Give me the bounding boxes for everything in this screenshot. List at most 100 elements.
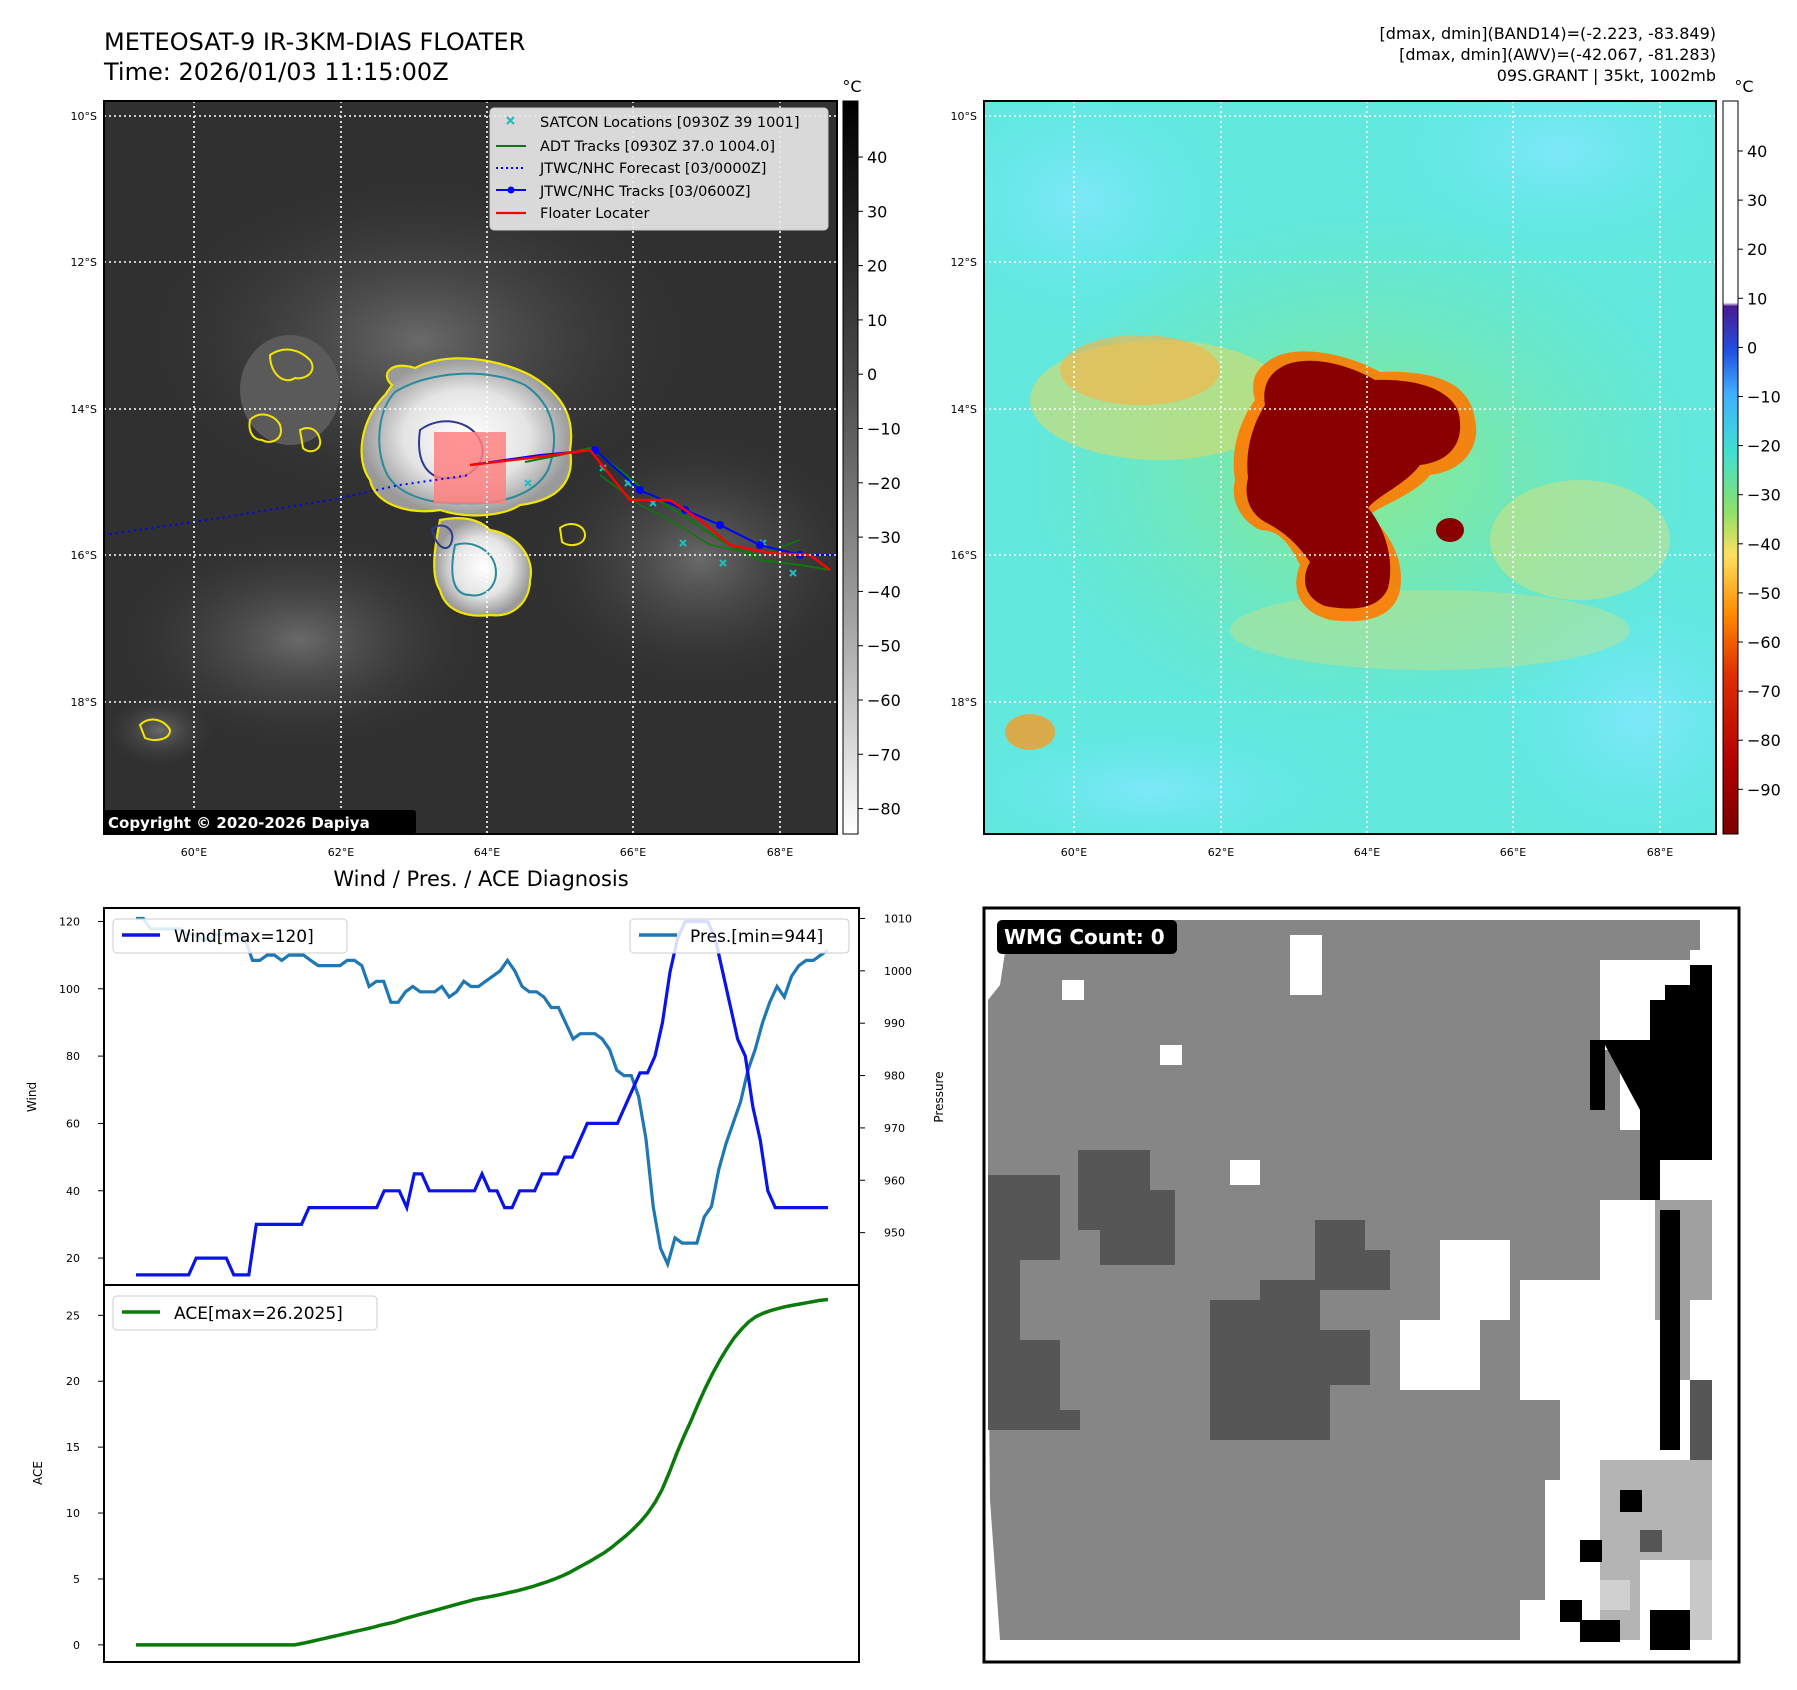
awv-gridlines xyxy=(984,101,1716,834)
ace-tick-label: 20 xyxy=(66,1375,80,1388)
dot-line-icon xyxy=(496,186,526,194)
awv-lon-label: 60°E xyxy=(1061,846,1087,859)
colorbar-tick-label: 10 xyxy=(1747,289,1767,308)
wind-tick-label: 40 xyxy=(66,1185,80,1198)
ace-series xyxy=(136,1297,829,1647)
colorbar-tick-label: −30 xyxy=(1747,486,1781,505)
awv-map-panel: 10°S 12°S 14°S 16°S 18°S 60°E 62°E 64°E … xyxy=(951,77,1781,859)
wind-tick-label: 120 xyxy=(59,915,80,928)
wind-pressure-axes xyxy=(103,907,860,1286)
ir-lat-label: 16°S xyxy=(71,549,97,562)
ir-lat-label: 18°S xyxy=(71,696,97,709)
diagnosis-panel: Wind / Pres. / ACE Diagnosis Wind Pressu… xyxy=(25,867,946,1663)
ir-lon-label: 60°E xyxy=(181,846,207,859)
pressure-axis-label: Pressure xyxy=(932,1071,946,1122)
awv-lon-label: 64°E xyxy=(1354,846,1380,859)
pressure-series xyxy=(136,916,829,1269)
ace-tick-label: 0 xyxy=(73,1639,80,1652)
awv-imagery xyxy=(984,101,1716,834)
wmg-count: WMG Count: 0 xyxy=(1004,925,1165,949)
colorbar-tick-label: −80 xyxy=(867,800,901,819)
pressure-tick-label: 950 xyxy=(884,1227,905,1240)
diagnosis-title: Wind / Pres. / ACE Diagnosis xyxy=(333,867,628,891)
awv-lat-label: 16°S xyxy=(951,549,977,562)
ir-lon-label: 64°E xyxy=(474,846,500,859)
wmg-panel: WMG Count: 0 xyxy=(982,906,1741,1664)
awv-lat-label: 14°S xyxy=(951,403,977,416)
pressure-tick-label: 960 xyxy=(884,1174,905,1187)
ir-lat-label: 14°S xyxy=(71,403,97,416)
awv-lon-label: 62°E xyxy=(1208,846,1234,859)
wind-tick-label: 100 xyxy=(59,983,80,996)
colorbar-tick-label: −10 xyxy=(867,420,901,439)
ace-axes xyxy=(103,1284,860,1663)
colorbar-tick-label: −90 xyxy=(1747,780,1781,799)
title-line1: METEOSAT-9 IR-3KM-DIAS FLOATER xyxy=(104,28,525,56)
wind-tick-label: 20 xyxy=(66,1252,80,1265)
dmax-awv: [dmax, dmin](AWV)=(-42.067, -81.283) xyxy=(1399,45,1716,64)
pressure-tick-label: 980 xyxy=(884,1070,905,1083)
floater-track xyxy=(469,448,831,571)
forecast-track xyxy=(104,474,471,536)
floater-box xyxy=(434,432,506,504)
colorbar-tick-label: −40 xyxy=(1747,535,1781,554)
copyright: Copyright © 2020-2026 Dapiya xyxy=(108,814,370,832)
colorbar-tick-label: −60 xyxy=(867,691,901,710)
awv-lon-label: 66°E xyxy=(1500,846,1526,859)
colorbar-tick-label: −20 xyxy=(867,474,901,493)
ace-legend-label: ACE[max=26.2025] xyxy=(174,1304,343,1324)
ir-legend: SATCON Locations [0930Z 39 1001] ADT Tra… xyxy=(489,107,829,231)
pressure-tick-label: 1010 xyxy=(884,912,912,925)
copyright-box xyxy=(104,810,416,834)
ace-legend: ACE[max=26.2025] xyxy=(112,1295,378,1331)
wmg-imagery xyxy=(988,920,1712,1650)
colorbar-tick-label: −20 xyxy=(1747,437,1781,456)
ace-tick-label: 10 xyxy=(66,1507,80,1520)
legend-satcon: SATCON Locations [0930Z 39 1001] xyxy=(540,115,799,131)
colorbar-tick-label: 20 xyxy=(1747,240,1767,259)
colorbar-tick-label: −70 xyxy=(867,745,901,764)
wind-axis-label: Wind xyxy=(25,1082,39,1112)
colorbar-tick-label: −80 xyxy=(1747,731,1781,750)
colorbar-tick-label: 0 xyxy=(1747,338,1757,357)
colorbar-tick-label: −10 xyxy=(1747,388,1781,407)
awv-lat-label: 12°S xyxy=(951,256,977,269)
wind-legend: Wind[max=120] xyxy=(112,918,348,954)
wmg-count-box xyxy=(997,920,1177,954)
dmax-band14: [dmax, dmin](BAND14)=(-2.223, -83.849) xyxy=(1380,24,1716,43)
awv-colorbar: °C 40 30 20 10 0 −10 −20 −30 −40 −50 −60 −70 −80 −90 xyxy=(1722,77,1781,835)
ir-lon-label: 66°E xyxy=(620,846,646,859)
colorbar-tick-label: −30 xyxy=(867,528,901,547)
pressure-tick-label: 970 xyxy=(884,1122,905,1135)
pressure-tick-label: 1000 xyxy=(884,965,912,978)
legend-forecast: JTWC/NHC Forecast [03/0000Z] xyxy=(539,161,766,177)
ir-colorbar: °C 40 30 20 10 0 −10 −20 −30 −40 −50 −60 −70 −80 xyxy=(842,77,901,835)
colorbar-tick-label: −50 xyxy=(867,637,901,656)
ace-tick-label: 5 xyxy=(73,1573,80,1586)
pressure-legend: Pres.[min=944] xyxy=(629,918,850,954)
ir-lon-label: 68°E xyxy=(767,846,793,859)
pressure-legend-label: Pres.[min=944] xyxy=(690,927,823,947)
colorbar-tick-label: −40 xyxy=(867,582,901,601)
wind-legend-label: Wind[max=120] xyxy=(174,927,314,947)
ir-lat-label: 10°S xyxy=(71,110,97,123)
storm-status: 09S.GRANT | 35kt, 1002mb xyxy=(1497,66,1716,85)
ace-tick-label: 25 xyxy=(66,1309,80,1322)
awv-lat-label: 10°S xyxy=(951,110,977,123)
colorbar-tick-label: 40 xyxy=(1747,142,1767,161)
colorbar-tick-label: −60 xyxy=(1747,633,1781,652)
legend-adt: ADT Tracks [0930Z 37.0 1004.0] xyxy=(540,139,775,155)
colorbar-tick-label: 30 xyxy=(1747,191,1767,210)
colorbar-tick-label: 30 xyxy=(867,202,887,221)
ir-colorbar-unit: °C xyxy=(842,77,861,96)
awv-colorbar-unit: °C xyxy=(1734,77,1753,96)
colorbar-tick-label: 10 xyxy=(867,311,887,330)
wind-tick-label: 80 xyxy=(66,1050,80,1063)
colorbar-tick-label: 0 xyxy=(867,365,877,384)
colorbar-tick-label: 20 xyxy=(867,257,887,276)
x-marker-icon xyxy=(506,116,515,125)
colorbar-tick-label: 40 xyxy=(867,148,887,167)
legend-jtwc-tracks: JTWC/NHC Tracks [03/0600Z] xyxy=(539,184,751,200)
ace-axis-label: ACE xyxy=(31,1461,45,1485)
